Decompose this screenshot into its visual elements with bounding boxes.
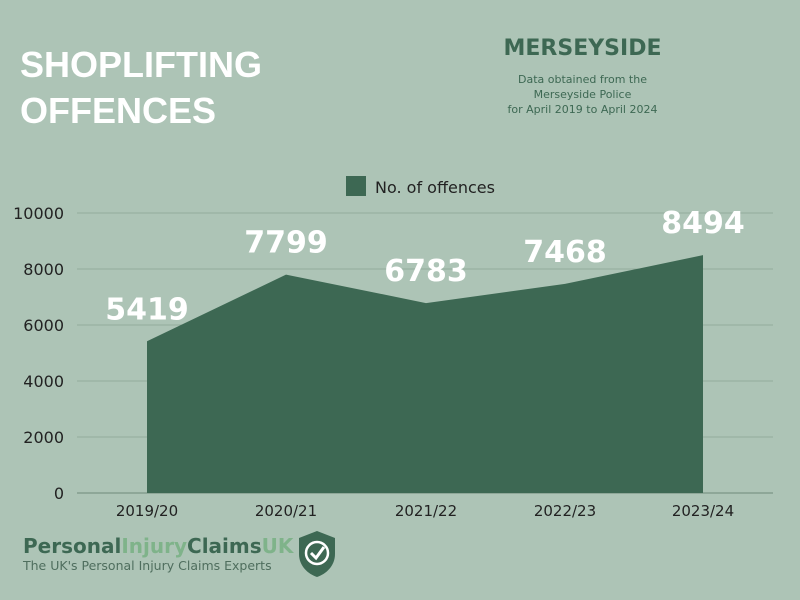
data-label: 5419 [105,292,189,327]
brand-part: Injury [121,534,188,558]
y-tick-label: 2000 [23,428,64,447]
x-tick-label: 2020/21 [255,502,317,520]
region-label: MERSEYSIDE [503,36,662,61]
shield-check-icon [299,531,335,577]
data-label: 7468 [523,235,607,270]
y-tick-label: 6000 [23,316,64,335]
brand-logo-text: PersonalInjuryClaimsUK [23,534,293,558]
title-line-2: OFFENCES [20,90,217,131]
x-tick-label: 2022/23 [534,502,596,520]
data-label: 7799 [244,226,328,261]
area-series [147,255,703,493]
brand-tagline: The UK's Personal Injury Claims Experts [23,558,272,573]
data-label: 6783 [384,254,468,289]
data-label: 8494 [661,206,745,241]
legend-label: No. of offences [375,178,495,197]
brand-part: Personal [23,534,122,558]
source-line-3: for April 2019 to April 2024 [507,103,658,116]
x-tick-label: 2019/20 [116,502,178,520]
source-line-1: Data obtained from the [518,73,647,86]
brand-part: UK [261,534,294,558]
source-line-2: Merseyside Police [533,88,632,101]
y-tick-label: 10000 [13,204,64,223]
title-line-1: SHOPLIFTING [20,44,262,85]
x-tick-label: 2021/22 [395,502,457,520]
y-tick-label: 0 [54,484,64,503]
y-tick-label: 4000 [23,372,64,391]
source-note: Data obtained from the Merseyside Police f… [470,72,695,117]
legend-swatch [346,176,366,196]
y-tick-label: 8000 [23,260,64,279]
chart-title: SHOPLIFTING OFFENCES [20,42,262,134]
x-tick-label: 2023/24 [672,502,734,520]
brand-part: Claims [187,534,262,558]
